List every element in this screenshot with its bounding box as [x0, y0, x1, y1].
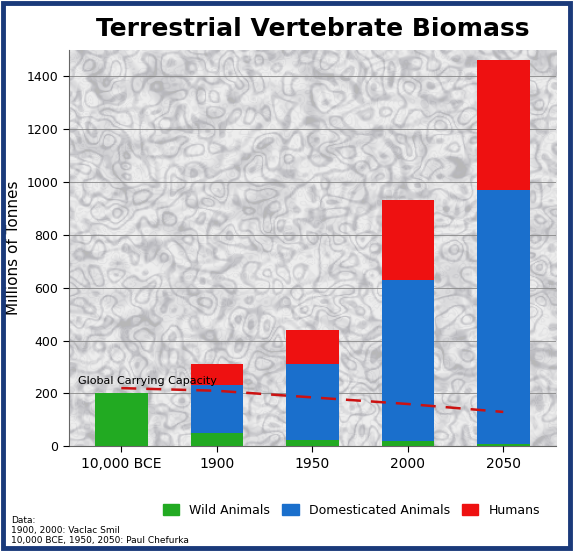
Bar — [286, 364, 339, 440]
Title: Terrestrial Vertebrate Biomass: Terrestrial Vertebrate Biomass — [96, 17, 529, 41]
Bar — [286, 330, 339, 364]
Text: Data:
1900, 2000: Vaclac Smil
10,000 BCE, 1950, 2050: Paul Chefurka: Data: 1900, 2000: Vaclac Smil 10,000 BCE… — [11, 516, 189, 545]
Bar — [477, 60, 529, 190]
Bar — [190, 386, 243, 433]
Text: Global Carrying Capacity: Global Carrying Capacity — [79, 376, 217, 386]
Bar — [477, 190, 529, 444]
Legend: Wild Animals, Domesticated Animals, Humans: Wild Animals, Domesticated Animals, Huma… — [163, 504, 540, 517]
Bar — [382, 280, 434, 441]
Bar — [190, 433, 243, 446]
Bar — [190, 364, 243, 386]
Y-axis label: Millions of Tonnes: Millions of Tonnes — [6, 181, 21, 315]
Bar — [286, 440, 339, 446]
Bar — [382, 441, 434, 446]
Bar — [95, 393, 148, 446]
Bar — [477, 444, 529, 446]
Bar — [382, 201, 434, 280]
